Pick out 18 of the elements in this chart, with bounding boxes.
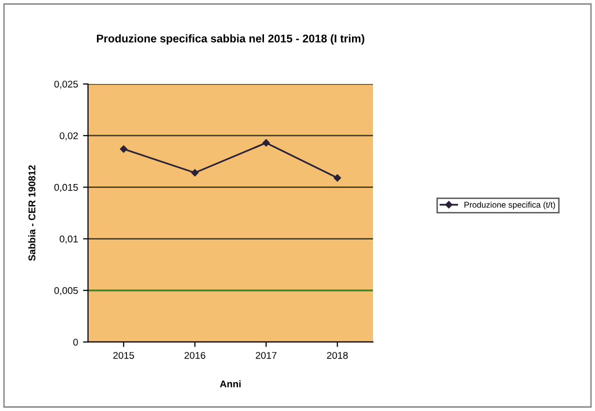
- point: [334, 174, 342, 182]
- y-tick-label: 0,02: [60, 132, 78, 140]
- point: [120, 145, 128, 153]
- x-tick-label: 2017: [256, 352, 276, 359]
- x-tick-label: 2015: [113, 352, 134, 359]
- y-tick-label: 0,005: [54, 287, 78, 296]
- x-tick-label: 2016: [184, 352, 206, 359]
- x-axis-title: Anni: [220, 380, 241, 388]
- point: [191, 169, 199, 176]
- chart-title: Produzione specifica sabbia nel 2015 - 2018 (I trim): [96, 34, 364, 45]
- y-tick-label: 0: [73, 338, 78, 346]
- y-tick-label: 0,025: [54, 80, 78, 89]
- legend-label: Produzione specifica (t/t): [464, 202, 556, 210]
- point: [262, 139, 270, 146]
- y-tick-label: 0,015: [54, 184, 78, 192]
- y-axis-title: Sabbia - CER 190812: [28, 165, 36, 261]
- y-tick-label: 0,01: [60, 236, 78, 244]
- x-tick-label: 2018: [327, 352, 348, 359]
